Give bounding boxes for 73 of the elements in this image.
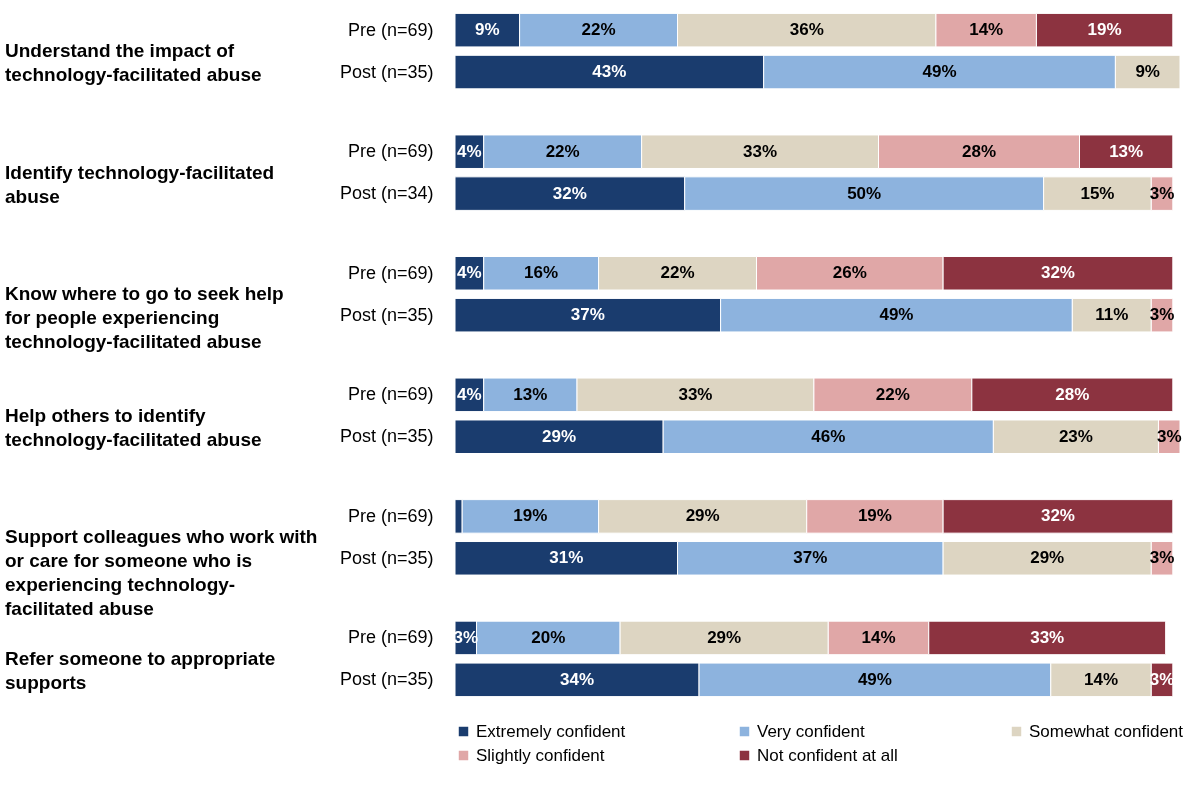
data-label: 20%: [531, 627, 566, 647]
data-label: 19%: [857, 506, 892, 526]
data-label: 13%: [513, 384, 548, 404]
data-label: 23%: [1058, 426, 1093, 446]
data-label: 49%: [879, 305, 914, 325]
data-label: 28%: [961, 141, 997, 161]
y-tick-label: Post (n=35): [339, 669, 434, 690]
data-label: 4%: [457, 384, 482, 404]
data-label: 32%: [552, 183, 587, 203]
data-label: 37%: [570, 305, 605, 325]
data-label: 32%: [1040, 263, 1075, 283]
y-tick-label: Post (n=34): [339, 183, 434, 204]
data-label: 29%: [1030, 548, 1065, 568]
y-tick-label: Post (n=35): [339, 547, 434, 568]
data-label: 9%: [1135, 62, 1160, 82]
data-label: 36%: [789, 20, 824, 40]
text: Refer someone to appropriate supports: [5, 647, 276, 693]
data-label: 33%: [678, 384, 713, 404]
legend-label: Not confident at all: [757, 745, 898, 765]
data-label: 14%: [1084, 669, 1119, 689]
text: Help others to identify technology-facilitated abuse: [5, 404, 262, 450]
y-tick-label: Pre (n=69): [347, 141, 434, 162]
data-label: 9%: [475, 20, 500, 40]
y-tick-label: Post (n=35): [339, 304, 434, 325]
data-label: 31%: [549, 548, 584, 568]
data-label: 16%: [524, 263, 559, 283]
legend-label: Slightly confident: [476, 745, 605, 765]
data-label: 34%: [560, 669, 595, 689]
data-label: 3%: [1149, 183, 1175, 203]
y-tick-label: Pre (n=69): [347, 627, 434, 648]
y-tick-label: Pre (n=69): [347, 262, 434, 283]
data-label: 49%: [922, 62, 957, 82]
y-tick-label: Pre (n=69): [347, 384, 434, 405]
y-tick-label: Post (n=35): [339, 61, 434, 82]
text: Know where to go to seek help for people experiencing technology-facilitated abuse: [5, 283, 284, 353]
text: Understand the impact of technology-facilitated abuse: [5, 40, 262, 86]
data-label: 15%: [1080, 183, 1115, 203]
data-label: 3%: [1149, 548, 1175, 568]
legend-label: Very confident: [757, 721, 866, 741]
data-label: 14%: [861, 627, 896, 647]
data-label: 33%: [1030, 627, 1065, 647]
data-label: 26%: [832, 263, 867, 283]
data-label: 22%: [581, 20, 616, 40]
y-tick-label: Pre (n=69): [347, 505, 434, 526]
data-label: 14%: [969, 20, 1004, 40]
data-label: 29%: [707, 627, 742, 647]
data-label: 3%: [1156, 426, 1182, 446]
legend-label: Extremely confident: [476, 721, 626, 741]
data-label: 43%: [592, 62, 627, 82]
legend-label: Somewhat confident: [1029, 721, 1184, 741]
data-label: 28%: [1055, 384, 1090, 404]
data-label: 3%: [1149, 305, 1175, 325]
data-label: 22%: [545, 141, 580, 161]
data-label: 4%: [457, 263, 482, 283]
data-label: 29%: [685, 506, 720, 526]
data-label: 29%: [542, 426, 577, 446]
data-label: 19%: [1087, 20, 1122, 40]
data-label: 46%: [811, 426, 846, 446]
data-label: 33%: [743, 141, 778, 161]
data-label: 13%: [1109, 141, 1144, 161]
text: Identify technology-facilitated abuse: [5, 161, 275, 207]
data-label: 11%: [1095, 305, 1129, 325]
data-label: 4%: [457, 141, 482, 161]
data-label: 22%: [875, 384, 910, 404]
data-label: 49%: [857, 669, 892, 689]
data-label: 50%: [847, 183, 882, 203]
y-tick-label: Post (n=35): [339, 426, 434, 447]
y-tick-label: Pre (n=69): [347, 19, 434, 40]
data-label: 32%: [1040, 506, 1075, 526]
text: Support colleagues who work with or care for someone who is experiencing technology-facilitated abuse: [5, 526, 318, 620]
data-label: 22%: [660, 263, 695, 283]
data-label: 19%: [513, 506, 548, 526]
data-label: 37%: [793, 548, 828, 568]
